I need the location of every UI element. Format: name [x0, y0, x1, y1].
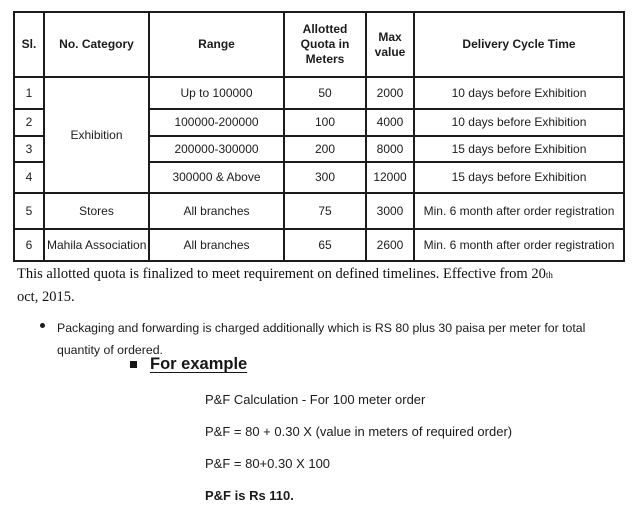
- example-heading: For example: [130, 355, 247, 374]
- delivery-cell: 10 days before Exhibition: [413, 108, 625, 137]
- table-row: 3 200000-300000 200 8000 15 days before …: [13, 135, 625, 163]
- header-sl: Sl.: [13, 11, 45, 78]
- sl-cell: 4: [13, 161, 45, 194]
- delivery-cell: Min. 6 month after order registration: [413, 228, 625, 262]
- header-max-value: Max value: [365, 11, 415, 78]
- table-row: 4 300000 & Above 300 12000 15 days befor…: [13, 161, 625, 194]
- delivery-cell: 15 days before Exhibition: [413, 135, 625, 163]
- bullet-icon: [40, 323, 45, 328]
- quota-cell: 65: [283, 228, 367, 262]
- square-bullet-icon: [130, 361, 137, 368]
- range-cell: 300000 & Above: [148, 161, 285, 194]
- quota-table: Sl. No. Category Range Allotted Quota in…: [13, 11, 625, 262]
- example-line: P&F Calculation - For 100 meter order: [205, 392, 426, 407]
- header-delivery: Delivery Cycle Time: [413, 11, 625, 78]
- category-cell-exhibition: Exhibition: [43, 76, 150, 194]
- effective-note-date: oct, 2015.: [17, 289, 75, 305]
- category-cell-stores: Stores: [43, 192, 150, 230]
- example-result-line: P&F is Rs 110.: [205, 488, 294, 503]
- range-cell: All branches: [148, 192, 285, 230]
- max-value-cell: 3000: [365, 192, 415, 230]
- sl-cell: 5: [13, 192, 45, 230]
- quota-cell: 50: [283, 76, 367, 110]
- packaging-note: Packaging and forwarding is charged addi…: [57, 321, 586, 357]
- header-range: Range: [148, 11, 285, 78]
- delivery-cell: Min. 6 month after order registration: [413, 192, 625, 230]
- table-row: 5 Stores All branches 75 3000 Min. 6 mon…: [13, 192, 625, 230]
- table-header-row: Sl. No. Category Range Allotted Quota in…: [13, 11, 625, 78]
- range-cell: All branches: [148, 228, 285, 262]
- sl-cell: 6: [13, 228, 45, 262]
- sl-cell: 2: [13, 108, 45, 137]
- quota-cell: 75: [283, 192, 367, 230]
- max-value-cell: 2600: [365, 228, 415, 262]
- quota-cell: 300: [283, 161, 367, 194]
- effective-note-text: This allotted quota is finalized to meet…: [17, 266, 546, 282]
- range-cell: 200000-300000: [148, 135, 285, 163]
- table-row: 2 100000-200000 100 4000 10 days before …: [13, 108, 625, 137]
- table-row: 1 Exhibition Up to 100000 50 2000 10 day…: [13, 76, 625, 194]
- max-value-cell: 8000: [365, 135, 415, 163]
- example-line: P&F = 80 + 0.30 X (value in meters of re…: [205, 424, 513, 439]
- range-cell: 100000-200000: [148, 108, 285, 137]
- range-cell: Up to 100000: [148, 76, 285, 110]
- category-cell-mahila: Mahila Association: [43, 228, 150, 262]
- max-value-cell: 2000: [365, 76, 415, 110]
- example-heading-label: For example: [150, 355, 248, 373]
- quota-cell: 200: [283, 135, 367, 163]
- max-value-cell: 4000: [365, 108, 415, 137]
- header-quota: Allotted Quota in Meters: [283, 11, 367, 78]
- example-line: P&F = 80+0.30 X 100: [205, 456, 331, 471]
- header-category: No. Category: [43, 11, 150, 78]
- effective-note: This allotted quota is finalized to meet…: [17, 263, 625, 308]
- table-row: 6 Mahila Association All branches 65 260…: [13, 228, 625, 262]
- delivery-cell: 10 days before Exhibition: [413, 76, 625, 110]
- max-value-cell: 12000: [365, 161, 415, 194]
- ordinal-suffix: th: [545, 270, 553, 280]
- sl-cell: 1: [13, 76, 45, 110]
- delivery-cell: 15 days before Exhibition: [413, 161, 625, 194]
- quota-cell: 100: [283, 108, 367, 137]
- sl-cell: 3: [13, 135, 45, 163]
